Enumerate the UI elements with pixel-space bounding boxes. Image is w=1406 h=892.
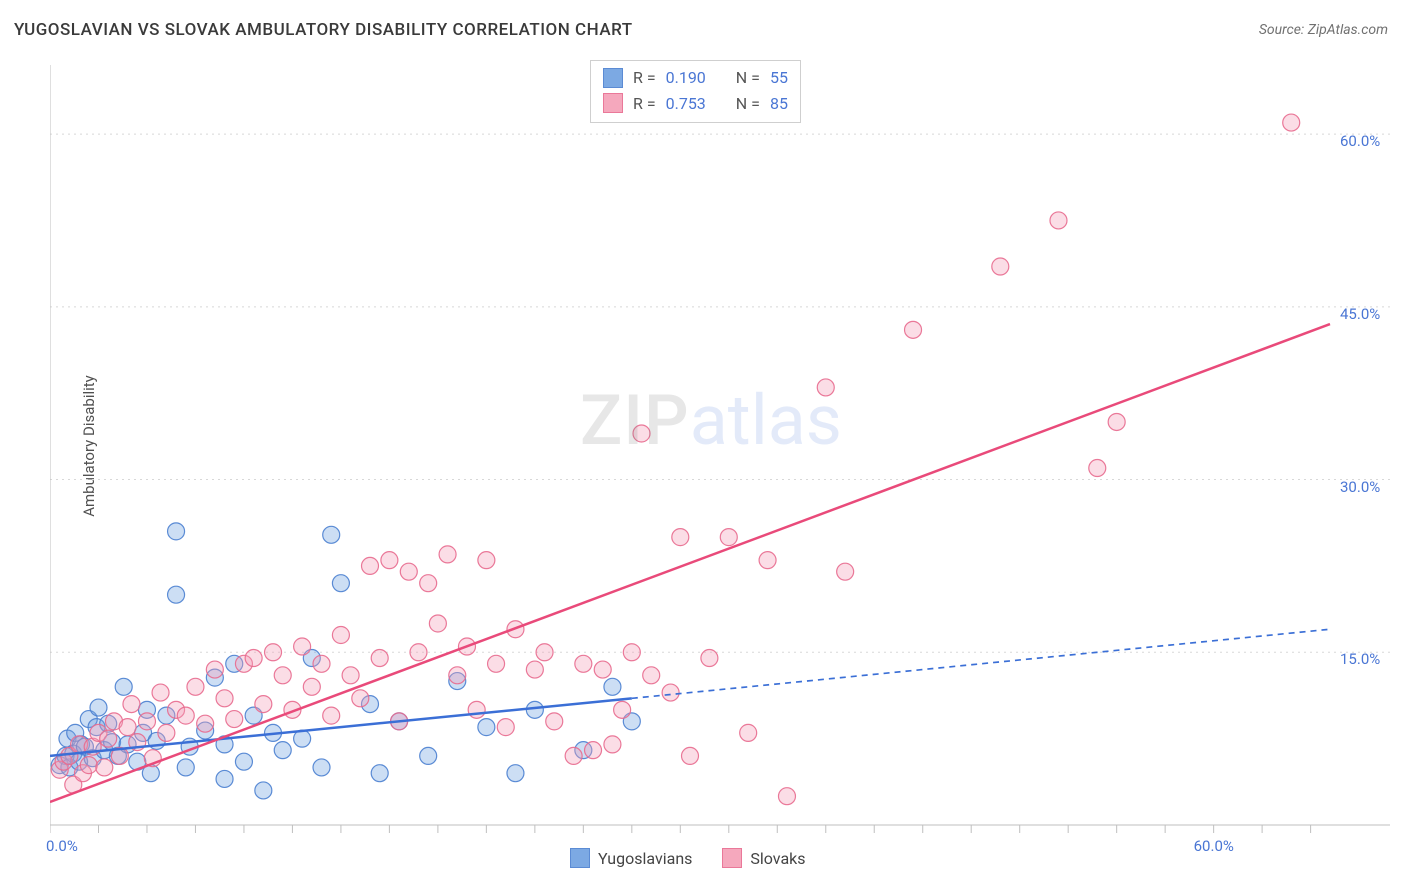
scatter-svg bbox=[50, 55, 1390, 835]
swatch-bottom-yugoslavians bbox=[570, 848, 590, 868]
source-label: Source: ZipAtlas.com bbox=[1259, 22, 1388, 38]
swatch-bottom-slovaks bbox=[722, 848, 742, 868]
r-label: R = bbox=[633, 65, 656, 91]
y-tick-label: 15.0% bbox=[1340, 650, 1380, 668]
x-tick-label: 60.0% bbox=[1194, 837, 1234, 855]
swatch-slovaks bbox=[603, 93, 623, 113]
plot-area bbox=[50, 55, 1390, 835]
r-value-slovaks: 0.753 bbox=[666, 91, 706, 117]
r-value-yugoslavians: 0.190 bbox=[666, 65, 706, 91]
chart-container: YUGOSLAVIAN VS SLOVAK AMBULATORY DISABIL… bbox=[0, 0, 1406, 892]
y-tick-label: 60.0% bbox=[1340, 132, 1380, 150]
r-label-2: R = bbox=[633, 91, 656, 117]
legend-item-slovaks: Slovaks bbox=[722, 848, 805, 868]
n-value-slovaks: 85 bbox=[770, 91, 788, 117]
legend-series: Yugoslavians Slovaks bbox=[570, 848, 806, 868]
n-label: N = bbox=[736, 65, 760, 91]
legend-label-slovaks: Slovaks bbox=[750, 849, 805, 868]
legend-row-slovaks: R = 0.753 N = 85 bbox=[603, 91, 788, 117]
y-tick-label: 45.0% bbox=[1340, 305, 1380, 323]
legend-row-yugoslavians: R = 0.190 N = 55 bbox=[603, 65, 788, 91]
chart-title: YUGOSLAVIAN VS SLOVAK AMBULATORY DISABIL… bbox=[14, 20, 633, 40]
legend-item-yugoslavians: Yugoslavians bbox=[570, 848, 692, 868]
legend-stats: R = 0.190 N = 55 R = 0.753 N = 85 bbox=[590, 60, 801, 123]
n-value-yugoslavians: 55 bbox=[770, 65, 788, 91]
x-tick-label: 0.0% bbox=[46, 837, 78, 855]
legend-label-yugoslavians: Yugoslavians bbox=[598, 849, 692, 868]
n-label-2: N = bbox=[736, 91, 760, 117]
y-tick-label: 30.0% bbox=[1340, 478, 1380, 496]
swatch-yugoslavians bbox=[603, 68, 623, 88]
